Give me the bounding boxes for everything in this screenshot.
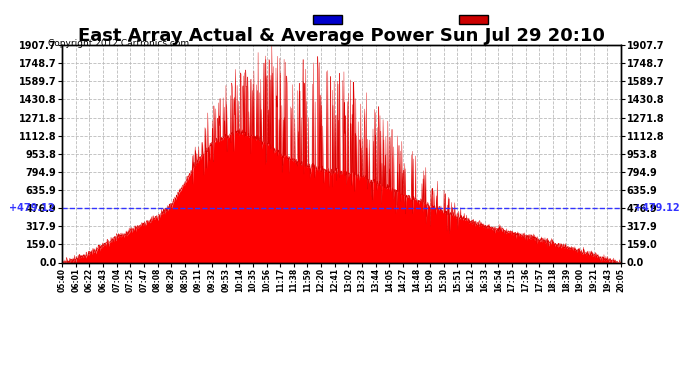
Text: +479.12: +479.12 <box>10 203 55 213</box>
Text: +479.12: +479.12 <box>633 203 680 213</box>
Title: East Array Actual & Average Power Sun Jul 29 20:10: East Array Actual & Average Power Sun Ju… <box>78 27 605 45</box>
Text: Copyright 2012 Cartronics.com: Copyright 2012 Cartronics.com <box>48 39 190 48</box>
Legend: Average  (DC Watts), East Array  (DC Watts): Average (DC Watts), East Array (DC Watts… <box>310 13 616 27</box>
